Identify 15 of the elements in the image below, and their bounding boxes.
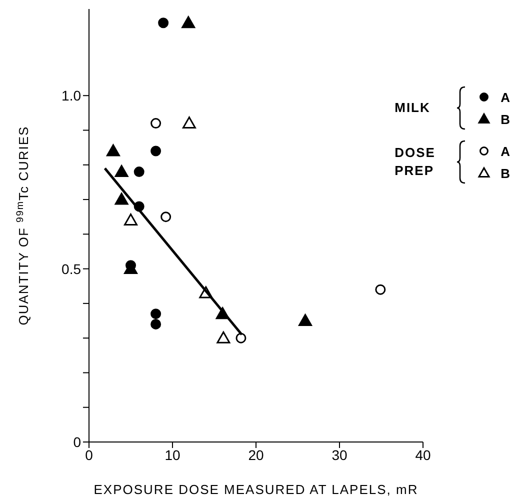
y-tick-label: 1.0 (62, 88, 82, 104)
legend-label: B (500, 112, 511, 126)
annotation: MILK (394, 99, 432, 117)
y-tick-label: 0.5 (62, 260, 82, 277)
y-tick-label: 0 (73, 434, 82, 450)
x-axis-title: EXPOSURE DOSE MEASURED AT LAPELS, mR (94, 482, 418, 497)
annotation: DOSE PREP (394, 144, 436, 180)
x-tick-label: 20 (248, 446, 264, 463)
x-tick-label: 0 (85, 446, 94, 463)
legend-label: A (500, 144, 511, 158)
x-tick-label: 10 (164, 446, 180, 463)
x-tick-label: 30 (332, 446, 348, 463)
x-tick-label: 40 (415, 446, 431, 463)
legend-label: A (500, 90, 511, 104)
legend-label: B (500, 166, 511, 180)
